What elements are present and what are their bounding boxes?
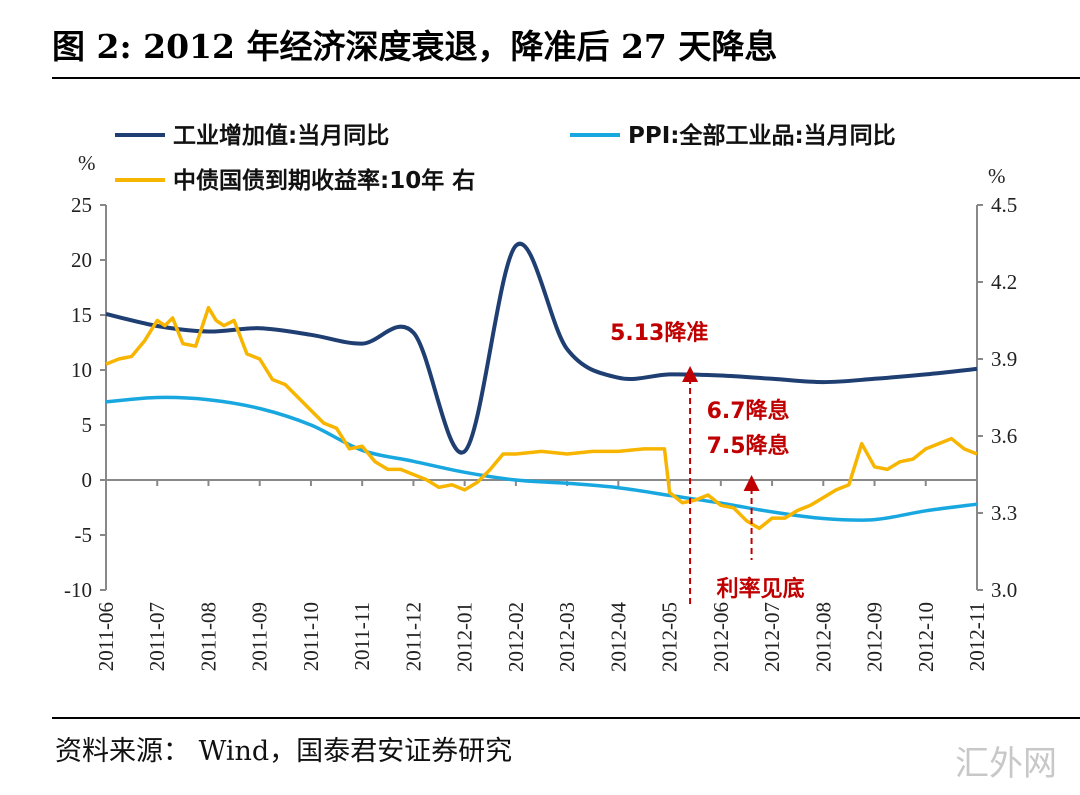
series-lines (105, 241, 978, 531)
x-tick-label: 2011-06 (94, 602, 118, 671)
x-tick-label: 2012-04 (606, 602, 630, 672)
x-tick-label: 2011-11 (350, 602, 374, 670)
annotation-arrow-head (682, 366, 699, 382)
left-tick-label: -10 (64, 578, 92, 602)
right-tick-label: 4.5 (991, 193, 1017, 217)
series-line-2 (105, 395, 978, 522)
x-tick-label: 2012-07 (760, 602, 784, 672)
chart-title: 图 2: 2012 年经济深度衰退，降准后 27 天降息 (52, 27, 777, 66)
legend-label: PPI:全部工业品:当月同比 (628, 122, 896, 149)
x-tick-label: 2012-09 (863, 602, 887, 672)
left-axis-unit: % (78, 151, 96, 175)
x-tick-label: 2012-08 (811, 602, 835, 672)
x-tick-label: 2012-03 (555, 602, 579, 672)
x-tick-label: 2011-09 (248, 602, 272, 671)
right-tick-label: 3.6 (991, 424, 1017, 448)
series-line-1 (105, 241, 978, 455)
annotation-label: 利率见底 (717, 576, 805, 602)
x-tick-label: 2012-06 (709, 602, 733, 672)
annotation-label: 5.13降准 (610, 321, 708, 346)
source-note: 资料来源： Wind，国泰君安证券研究 (55, 736, 512, 767)
annotation-label: 7.5降息 (707, 433, 790, 459)
right-tick-label: 3.3 (991, 501, 1017, 525)
annotation-label: 6.7降息 (707, 398, 790, 424)
legend-label: 中债国债到期收益率:10年 右 (173, 167, 475, 194)
right-tick-label: 3.0 (991, 578, 1017, 602)
left-tick-label: 5 (82, 413, 93, 437)
x-tick-label: 2011-10 (299, 602, 323, 671)
left-tick-label: 20 (71, 248, 92, 272)
left-tick-label: 0 (82, 468, 93, 492)
legend-label: 工业增加值:当月同比 (173, 122, 389, 149)
x-tick-label: 2012-01 (453, 602, 477, 672)
right-axis-unit: % (988, 164, 1006, 188)
x-tick-label: 2011-12 (401, 602, 425, 671)
left-tick-label: 15 (71, 303, 92, 327)
x-tick-label: 2011-08 (196, 602, 220, 671)
x-tick-label: 2012-05 (658, 602, 682, 672)
left-tick-label: 25 (71, 193, 92, 217)
series-line-3 (105, 305, 978, 531)
right-tick-label: 4.2 (991, 270, 1017, 294)
x-tick-label: 2011-07 (145, 602, 169, 671)
x-tick-label: 2012-02 (504, 602, 528, 672)
left-tick-label: -5 (75, 523, 93, 547)
x-tick-label: 2012-11 (965, 602, 989, 671)
annotation-arrow-head (743, 475, 760, 491)
right-tick-label: 3.9 (991, 347, 1017, 371)
left-tick-label: 10 (71, 358, 92, 382)
x-tick-label: 2012-10 (914, 602, 938, 672)
axes: 25 20 15 10 5 0 -5 -10 4.5 4.2 3.9 3.6 3.3 3.0 2011-06… (64, 193, 1017, 672)
watermark: 汇外网 (955, 744, 1057, 784)
